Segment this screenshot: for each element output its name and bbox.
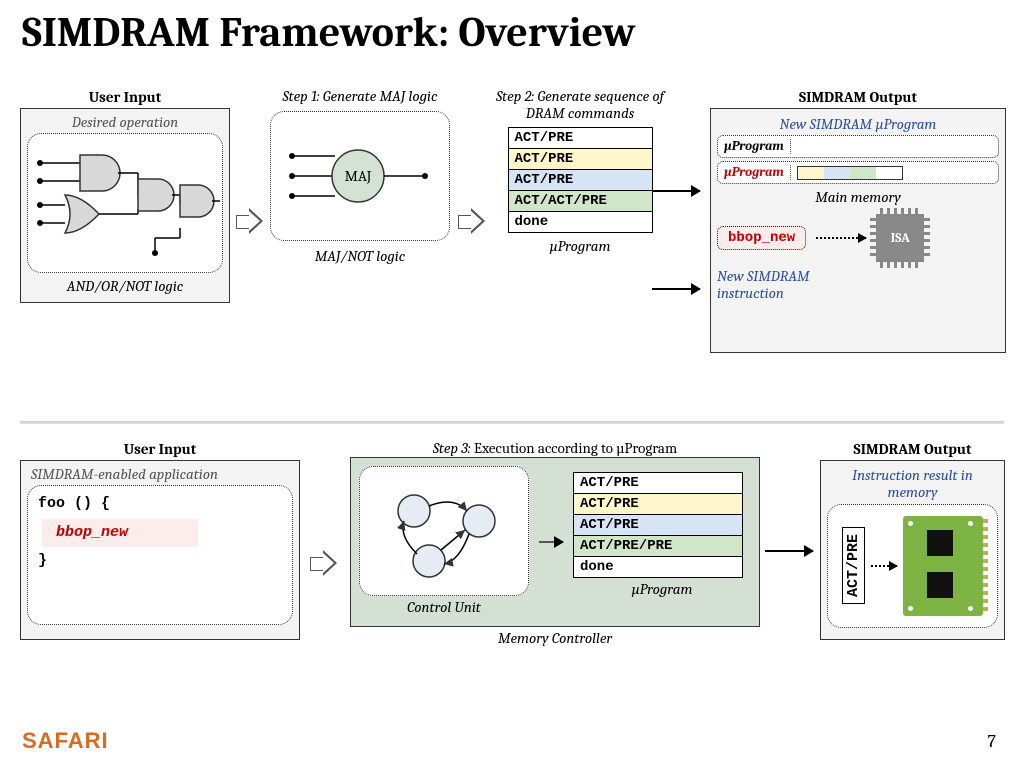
mem-ctrl-label: Memory Controller — [350, 629, 760, 647]
cmd-row: done — [574, 557, 742, 577]
uprogram-label: µProgram — [573, 580, 751, 598]
footer-page: 7 — [988, 731, 996, 752]
divider — [20, 421, 1004, 424]
code-line: foo () { — [38, 490, 282, 519]
desired-op-label: Desired operation — [27, 113, 223, 131]
user-input-label: User Input — [20, 440, 300, 458]
ram-module-icon — [903, 516, 983, 616]
simdram-output-label: SIMDRAM Output — [710, 88, 1006, 106]
cmd-row: ACT/PRE/PRE — [574, 536, 742, 557]
maj-gate-icon: MAJ — [280, 126, 440, 226]
state-machine-icon — [369, 476, 519, 586]
control-unit-label: Control Unit — [359, 598, 529, 616]
code-line-bbop: bbop_new — [42, 519, 198, 548]
row-2: User Input SIMDRAM-enabled application f… — [20, 440, 1004, 690]
main-memory-label: Main memory — [717, 188, 999, 206]
step3-panel: Step 3: Execution according to µProgram — [350, 440, 760, 647]
logic-gates-icon — [30, 143, 220, 263]
step2-label: Step 2: Generate sequence of DRAM comman… — [495, 88, 665, 123]
maj-not-label: MAJ/NOT logic — [270, 247, 450, 265]
cmd-row: ACT/PRE — [574, 494, 742, 515]
uprog-bold-label: µProgram — [724, 139, 791, 154]
cmd-table-bot: ACT/PREACT/PREACT/PREACT/PRE/PREdone — [573, 472, 743, 578]
uprog-red-label: µProgram — [724, 165, 791, 180]
code-line: } — [38, 547, 282, 576]
isa-chip-icon: ISA — [876, 214, 924, 262]
row-1: User Input Desired operation — [20, 88, 1004, 398]
step2-panel: Step 2: Generate sequence of DRAM comman… — [495, 88, 665, 255]
svg-text:MAJ: MAJ — [345, 167, 372, 185]
cmd-row: ACT/PRE — [509, 128, 652, 149]
cmd-row: ACT/PRE — [509, 170, 652, 191]
new-instr-label: New SIMDRAM instruction — [717, 268, 867, 301]
user-input-label: User Input — [20, 88, 230, 106]
new-uprog-label: New SIMDRAM µProgram — [717, 115, 999, 133]
arrow-icon — [539, 541, 563, 543]
code-block: foo () { bbop_new } — [27, 485, 293, 625]
uprog-colorbar — [797, 166, 903, 180]
step3-label: Step 3: Execution according to µProgram — [350, 440, 760, 457]
cmd-row: ACT/PRE — [574, 515, 742, 536]
cmd-row: ACT/PRE — [574, 473, 742, 494]
page-title: SIMDRAM Framework: Overview — [0, 0, 1024, 61]
user-input-panel: User Input Desired operation — [20, 88, 230, 303]
act-pre-label: ACT/PRE — [842, 527, 865, 604]
instr-result-label: Instruction result in memory — [827, 467, 998, 500]
arrow-icon — [652, 288, 700, 290]
simdram-output-label: SIMDRAM Output — [820, 440, 1005, 458]
step1-panel: Step 1: Generate MAJ logic MAJ MAJ/NOT l… — [270, 88, 450, 265]
simdram-output-panel-2: SIMDRAM Output Instruction result in mem… — [820, 440, 1005, 640]
uprogram-label: µProgram — [495, 237, 665, 255]
arrow-icon — [310, 550, 338, 580]
arrow-icon — [765, 550, 813, 552]
cmd-row: done — [509, 212, 652, 232]
arrow-icon — [458, 208, 486, 238]
bbop-new-box: bbop_new — [717, 226, 806, 250]
simd-app-label: SIMDRAM-enabled application — [31, 465, 293, 483]
arrow-icon — [652, 190, 700, 192]
cmd-table-top: ACT/PREACT/PREACT/PREACT/ACT/PREdone — [508, 127, 653, 233]
user-input-panel-2: User Input SIMDRAM-enabled application f… — [20, 440, 300, 640]
simdram-output-panel: SIMDRAM Output New SIMDRAM µProgram µPro… — [710, 88, 1006, 353]
footer-logo: SAFARI — [22, 728, 109, 754]
arrow-icon — [871, 565, 897, 567]
cmd-row: ACT/PRE — [509, 149, 652, 170]
step1-label: Step 1: Generate MAJ logic — [270, 88, 450, 105]
arrow-icon — [236, 208, 264, 238]
cmd-row: ACT/ACT/PRE — [509, 191, 652, 212]
arrow-icon — [816, 237, 866, 239]
and-or-not-label: AND/OR/NOT logic — [27, 277, 223, 295]
